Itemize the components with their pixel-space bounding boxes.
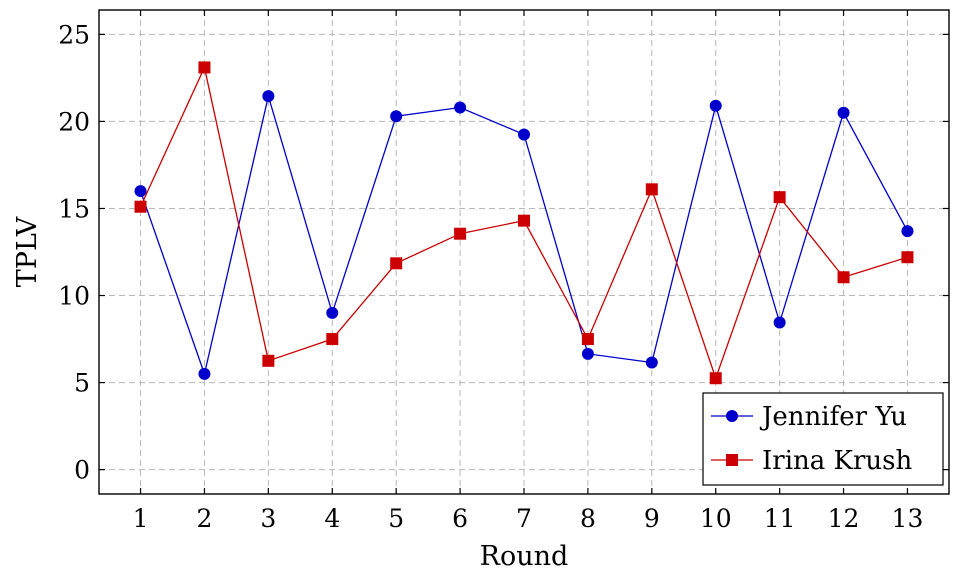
data-point — [326, 306, 339, 319]
y-tick-label: 0 — [74, 456, 90, 485]
data-point — [645, 183, 658, 196]
data-point — [134, 185, 147, 198]
x-tick-label: 12 — [828, 504, 860, 533]
data-point — [773, 191, 786, 204]
legend: Jennifer Yu Irina Krush — [702, 392, 944, 486]
data-point — [326, 333, 339, 346]
series-1 — [134, 90, 914, 380]
y-tick-label: 10 — [58, 282, 90, 311]
y-axis-title: TPLV — [12, 216, 43, 287]
data-point — [262, 90, 275, 103]
legend-entry: Irina Krush — [711, 446, 912, 476]
x-tick-label: 2 — [196, 504, 212, 533]
x-tick-label: 10 — [700, 504, 732, 533]
x-tick-label: 5 — [388, 504, 404, 533]
x-tick-label: 13 — [892, 504, 924, 533]
y-tick-label: 20 — [58, 107, 90, 136]
y-tick-label: 25 — [58, 20, 90, 49]
data-point — [454, 101, 467, 114]
data-point — [645, 356, 658, 369]
data-point — [901, 251, 914, 264]
data-point — [518, 214, 530, 227]
data-point — [709, 372, 722, 385]
legend-label: Jennifer Yu — [759, 402, 907, 432]
data-point — [837, 271, 850, 284]
x-tick-label: 1 — [133, 504, 149, 533]
data-point — [581, 347, 594, 360]
x-tick-label: 3 — [260, 504, 276, 533]
data-point — [837, 106, 850, 119]
data-point — [198, 61, 211, 74]
x-tick-label: 6 — [452, 504, 468, 533]
data-point — [390, 257, 403, 270]
legend-marker — [726, 410, 738, 422]
x-tick-label: 8 — [580, 504, 596, 533]
data-point — [773, 316, 786, 329]
data-point — [709, 99, 722, 112]
data-point — [262, 354, 275, 367]
x-tick-label: 4 — [324, 504, 340, 533]
series-group — [134, 61, 914, 385]
data-point — [390, 110, 403, 123]
data-point — [901, 225, 914, 238]
y-tick-label: 5 — [74, 369, 90, 398]
x-tick-label: 11 — [764, 504, 796, 533]
data-point — [581, 333, 594, 346]
legend-label: Irina Krush — [762, 446, 912, 476]
legend-entry: Jennifer Yu — [711, 402, 907, 432]
x-axis-title: Round — [480, 541, 569, 571]
legend-box — [702, 392, 944, 486]
x-tick-label: 9 — [644, 504, 660, 533]
series-2 — [134, 61, 914, 385]
y-tick-label: 15 — [58, 194, 90, 223]
data-point — [454, 227, 467, 240]
data-point — [134, 200, 147, 213]
legend-marker — [726, 454, 738, 466]
data-point — [518, 128, 530, 141]
data-point — [198, 367, 211, 380]
x-tick-label: 7 — [516, 504, 532, 533]
